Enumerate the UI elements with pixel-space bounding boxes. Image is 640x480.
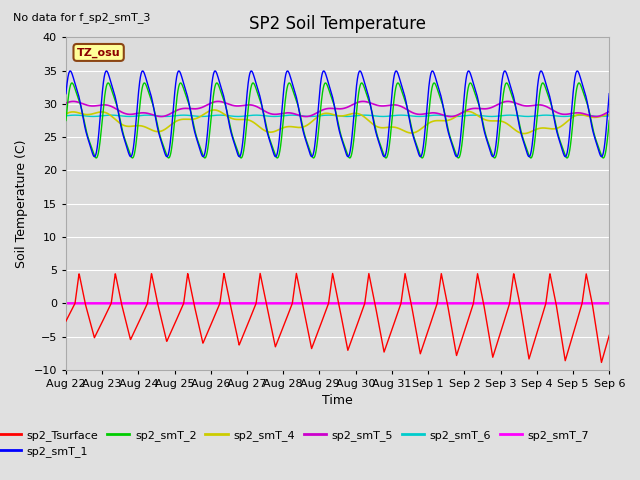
X-axis label: Time: Time — [322, 395, 353, 408]
Y-axis label: Soil Temperature (C): Soil Temperature (C) — [15, 139, 28, 268]
Legend: sp2_Tsurface, sp2_smT_1, sp2_smT_2, sp2_smT_4, sp2_smT_5, sp2_smT_6, sp2_smT_7: sp2_Tsurface, sp2_smT_1, sp2_smT_2, sp2_… — [0, 425, 594, 461]
Text: TZ_osu: TZ_osu — [77, 48, 120, 58]
Title: SP2 Soil Temperature: SP2 Soil Temperature — [249, 15, 426, 33]
Text: No data for f_sp2_smT_3: No data for f_sp2_smT_3 — [13, 12, 150, 23]
